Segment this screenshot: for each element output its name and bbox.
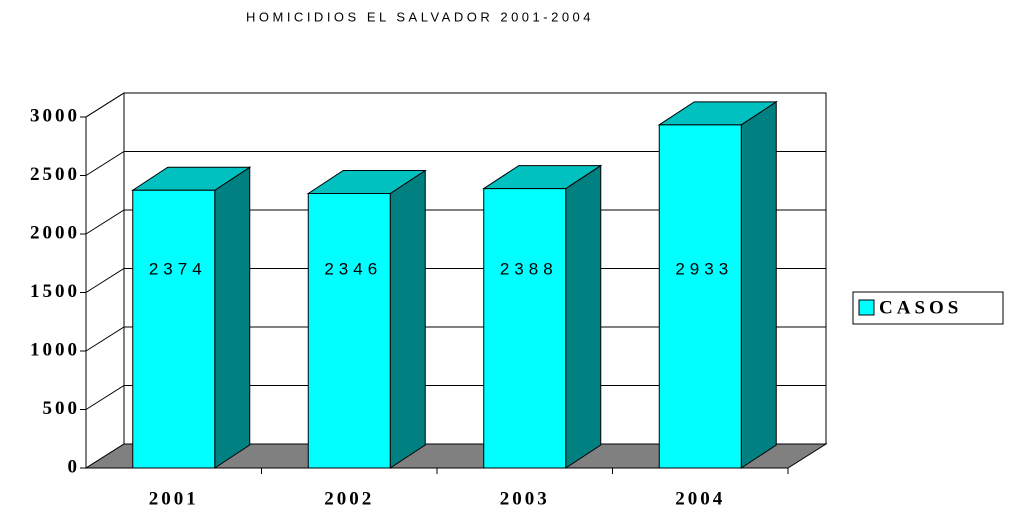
bar-side — [740, 100, 777, 469]
bar-side — [389, 169, 426, 469]
bar-side — [214, 166, 251, 469]
bar-side — [565, 164, 602, 469]
legend-label: CASOS — [879, 297, 962, 318]
value-label: 2933 — [675, 259, 733, 278]
x-tick-label: 2001 — [149, 488, 199, 508]
grid-line — [85, 92, 826, 118]
bar-front — [132, 189, 216, 469]
y-tick-label: 1500 — [30, 281, 80, 302]
value-label: 2346 — [324, 259, 382, 278]
chart-title: HOMICIDIOS EL SALVADOR 2001-2004 — [246, 9, 594, 24]
y-tick-label: 3000 — [30, 105, 80, 126]
value-label: 2374 — [149, 259, 207, 278]
value-label: 2388 — [500, 259, 558, 278]
y-tick-label: 0 — [68, 456, 81, 477]
grid-line — [85, 151, 826, 176]
y-tick-label: 2000 — [30, 222, 80, 243]
y-tick-label: 1000 — [30, 339, 80, 360]
legend-swatch — [858, 299, 875, 316]
bar-front — [483, 188, 567, 469]
bar-front — [658, 124, 742, 469]
bar-front — [307, 193, 391, 469]
legend-box — [852, 291, 1004, 325]
x-tick-label: 2004 — [675, 488, 725, 508]
x-tick-label: 2002 — [324, 488, 374, 508]
x-tick-label: 2003 — [500, 488, 550, 508]
bar — [657, 100, 778, 469]
bar — [306, 169, 427, 469]
bar — [482, 164, 603, 469]
y-tick-label: 500 — [43, 398, 81, 419]
bar — [131, 166, 252, 469]
y-tick-label: 2500 — [30, 164, 80, 185]
